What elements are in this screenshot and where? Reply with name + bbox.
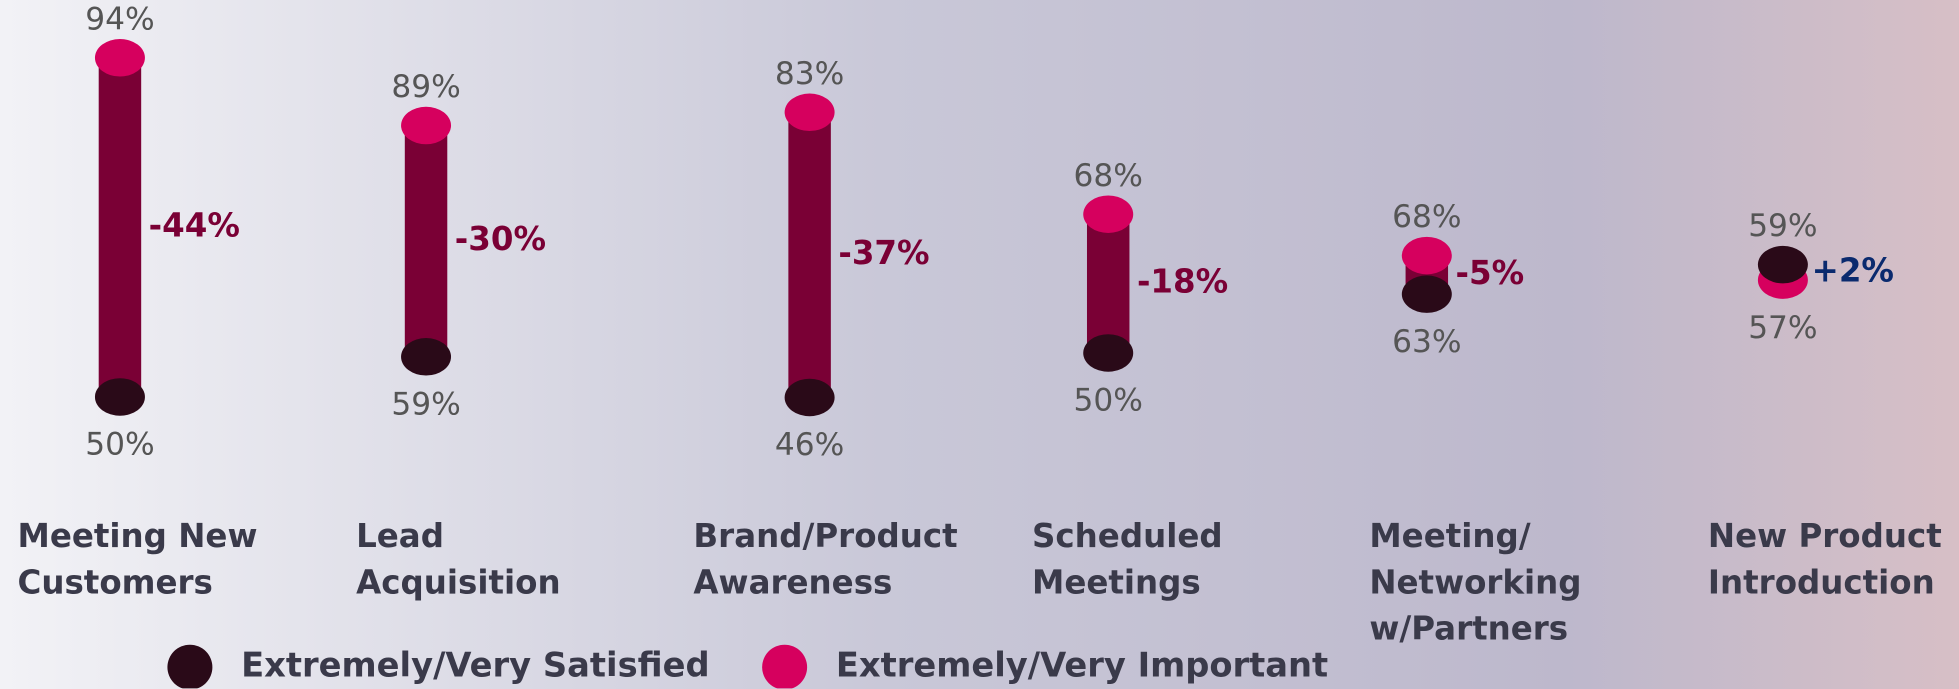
value-label: 50% [1074,383,1143,419]
category-label: Scheduled Meetings [1032,518,1223,603]
dot [784,378,835,417]
legend-label: Extremely/Very Satisfied [241,646,710,685]
dot [1083,334,1134,372]
bar [1086,214,1130,353]
value-label: 68% [1074,158,1143,194]
difference-label: -30% [455,220,546,258]
value-label: 63% [1392,324,1461,360]
value-label: 89% [391,69,460,105]
dot [1401,236,1452,275]
dot [784,93,835,132]
difference-label: -44% [149,206,240,244]
difference-label: -18% [1137,263,1228,301]
dot [401,338,452,376]
dot [401,106,452,145]
dot [94,378,145,416]
dot [94,39,145,77]
category-label: Meeting New Customers [17,518,258,603]
category-label: New Product Introduction [1707,518,1942,603]
legend-swatch [762,644,808,689]
bar [404,125,448,357]
dot [1757,245,1808,284]
dot [1083,195,1134,233]
difference-label: -5% [1456,254,1525,292]
difference-label: -37% [838,234,929,272]
value-label: 59% [1748,208,1817,244]
value-label: 83% [775,56,844,92]
value-label: 57% [1748,310,1817,346]
bar [98,57,142,397]
category-label: Lead Acquisition [356,518,561,603]
category-label: Brand/Product Awareness [693,518,958,603]
legend-swatch [167,644,213,689]
value-label: 94% [85,1,154,37]
legend-label: Extremely/Very Important [836,646,1328,685]
value-label: 46% [775,427,844,463]
value-label: 50% [85,427,154,463]
dot [1401,275,1452,313]
category-label: Meeting/ Networking w/Partners [1369,518,1582,649]
value-label: 68% [1392,199,1461,235]
bar [788,112,831,398]
difference-label: +2% [1812,251,1894,289]
value-label: 59% [391,386,460,422]
